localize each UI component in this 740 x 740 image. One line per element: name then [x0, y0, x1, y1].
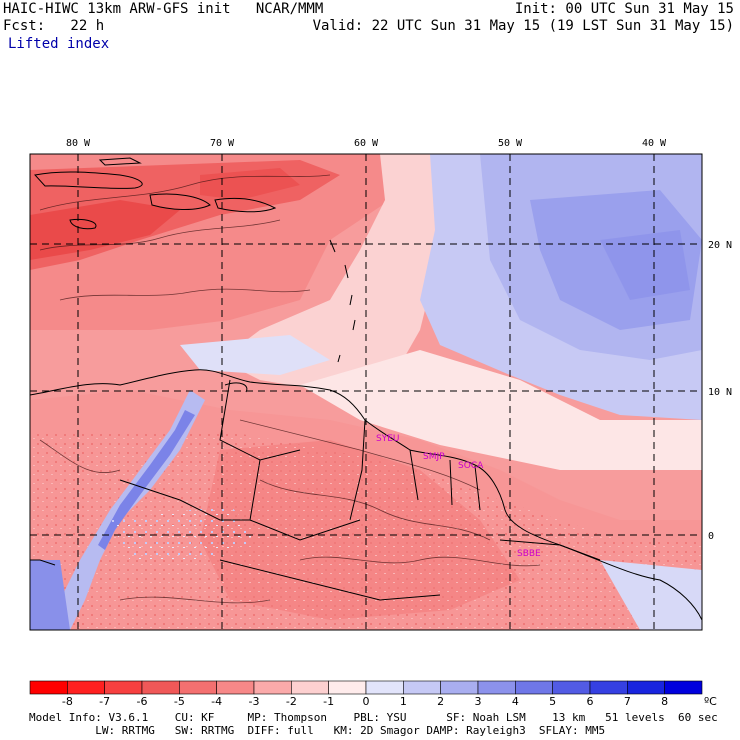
colorbar-tick: 1 — [400, 695, 407, 708]
colorbar-tick: 4 — [512, 695, 519, 708]
colorbar-swatch — [328, 680, 367, 695]
colorbar-swatch — [552, 680, 591, 695]
colorbar-swatch — [291, 680, 329, 695]
lon-label: 70 W — [210, 138, 235, 149]
colorbar-swatch — [141, 680, 180, 695]
colorbar-tick: -1 — [323, 695, 334, 708]
lon-label: 50 W — [498, 138, 523, 149]
lat-lon-grid — [30, 154, 702, 630]
colorbar-tick: -2 — [286, 695, 297, 708]
colorbar-swatch — [477, 680, 516, 695]
colorbar-tick: -5 — [174, 695, 185, 708]
colorbar-swatch — [253, 680, 292, 695]
colorbar-swatch — [29, 680, 68, 695]
colorbar-tick: 0 — [363, 695, 370, 708]
lon-label: 60 W — [354, 138, 379, 149]
coastlines — [30, 157, 702, 621]
model-info-line2: LW: RRTMG SW: RRTMG DIFF: full KM: 2D Sm… — [29, 724, 606, 737]
colorbar-tick: -4 — [211, 695, 222, 708]
colorbar-tick: -7 — [99, 695, 110, 708]
colorbar-swatch — [403, 680, 441, 695]
lifted-index-field — [30, 154, 702, 630]
forecast-hour: Fcst: 22 h — [3, 18, 105, 34]
init-time: Init: 00 UTC Sun 31 May 15 — [514, 1, 734, 17]
colorbar-swatch — [440, 680, 479, 695]
colorbar-swatch — [179, 680, 217, 695]
model-title: HAIC-HIWC 13km ARW-GFS init NCAR/MMM — [3, 1, 324, 17]
colorbar-swatch — [67, 680, 105, 695]
colorbar-tick: -3 — [249, 695, 260, 708]
lat-label: 20 N — [708, 240, 732, 251]
colorbar-tick: 8 — [661, 695, 668, 708]
field-name: Lifted index — [8, 36, 110, 52]
colorbar-swatch — [365, 680, 404, 695]
model-info-line1: Model Info: V3.6.1 CU: KF MP: Thompson P… — [29, 711, 718, 724]
map-frame — [29, 153, 703, 631]
colorbar-swatch — [589, 680, 628, 695]
colorbar-tick: -8 — [62, 695, 73, 708]
colorbar-swatch — [104, 680, 143, 695]
colorbar-tick: -6 — [137, 695, 148, 708]
colorbar: -8 -7 -6 -5 -4 -3 -2 -1 0 1 2 3 4 5 6 7 8 ºC — [29, 680, 717, 708]
colorbar-tick: 3 — [475, 695, 482, 708]
lat-label: 0 — [708, 531, 714, 542]
lat-label: 10 N — [708, 387, 732, 398]
colorbar-tick: 6 — [587, 695, 594, 708]
valid-time: Valid: 22 UTC Sun 31 May 15 (19 LST Sun … — [312, 18, 734, 34]
lon-label: 40 W — [642, 138, 667, 149]
colorbar-swatch — [664, 680, 703, 695]
colorbar-unit: ºC — [704, 695, 717, 708]
colorbar-swatch — [515, 680, 553, 695]
colorbar-tick: 5 — [549, 695, 556, 708]
colorbar-tick: 7 — [624, 695, 631, 708]
station-label: SOCA — [458, 461, 484, 471]
station-label: SMJP — [423, 452, 445, 462]
station-label: SBBE — [517, 549, 541, 559]
colorbar-swatch — [627, 680, 665, 695]
lon-label: 80 W — [66, 138, 91, 149]
station-label: SYEU — [376, 434, 399, 444]
colorbar-swatch — [216, 680, 255, 695]
colorbar-tick: 2 — [437, 695, 444, 708]
